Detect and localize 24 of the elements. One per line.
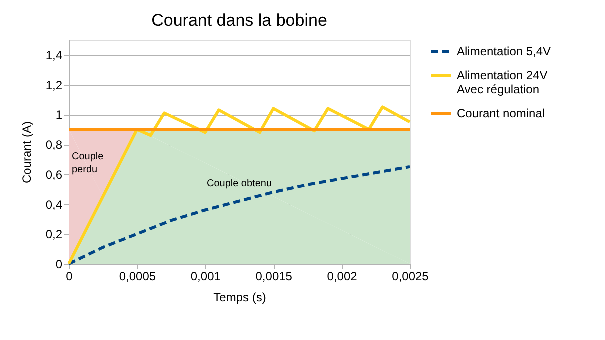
x-axis-title: Temps (s): [214, 290, 266, 304]
y-tick-label: 1: [56, 108, 63, 122]
y-tick-label: 0,6: [46, 168, 63, 182]
x-tick-label: 0,0015: [256, 270, 293, 284]
line-series: [68, 106, 412, 266]
y-tick-label: 1,2: [46, 78, 63, 92]
x-tick-label: 0,002: [327, 270, 358, 284]
series-label: Couple perdu: [72, 151, 104, 176]
y-tick-label: 0: [56, 258, 63, 272]
y-tick-label: 0,8: [46, 138, 63, 152]
y-tick-label: 1,4: [46, 48, 63, 62]
x-tick-label: 0,0005: [119, 270, 156, 284]
x-tick-label: 0,0025: [392, 270, 430, 284]
line-series: [68, 165, 412, 266]
y-tick-label: 0,2: [46, 228, 63, 242]
legend-label: Alimentation 24V Avec régulation: [457, 68, 548, 96]
chart-title: Courant dans la bobine: [152, 11, 328, 30]
y-tick-label: 0,4: [46, 198, 63, 212]
legend-label: Alimentation 5,4V: [457, 44, 552, 58]
x-tick-label: 0: [66, 270, 74, 284]
x-tick-label: 0,001: [190, 270, 222, 284]
y-axis-title: Courant (A): [20, 121, 34, 184]
series-label: Couple obtenu: [206, 178, 272, 190]
legend-label: Courant nominal: [457, 106, 546, 120]
